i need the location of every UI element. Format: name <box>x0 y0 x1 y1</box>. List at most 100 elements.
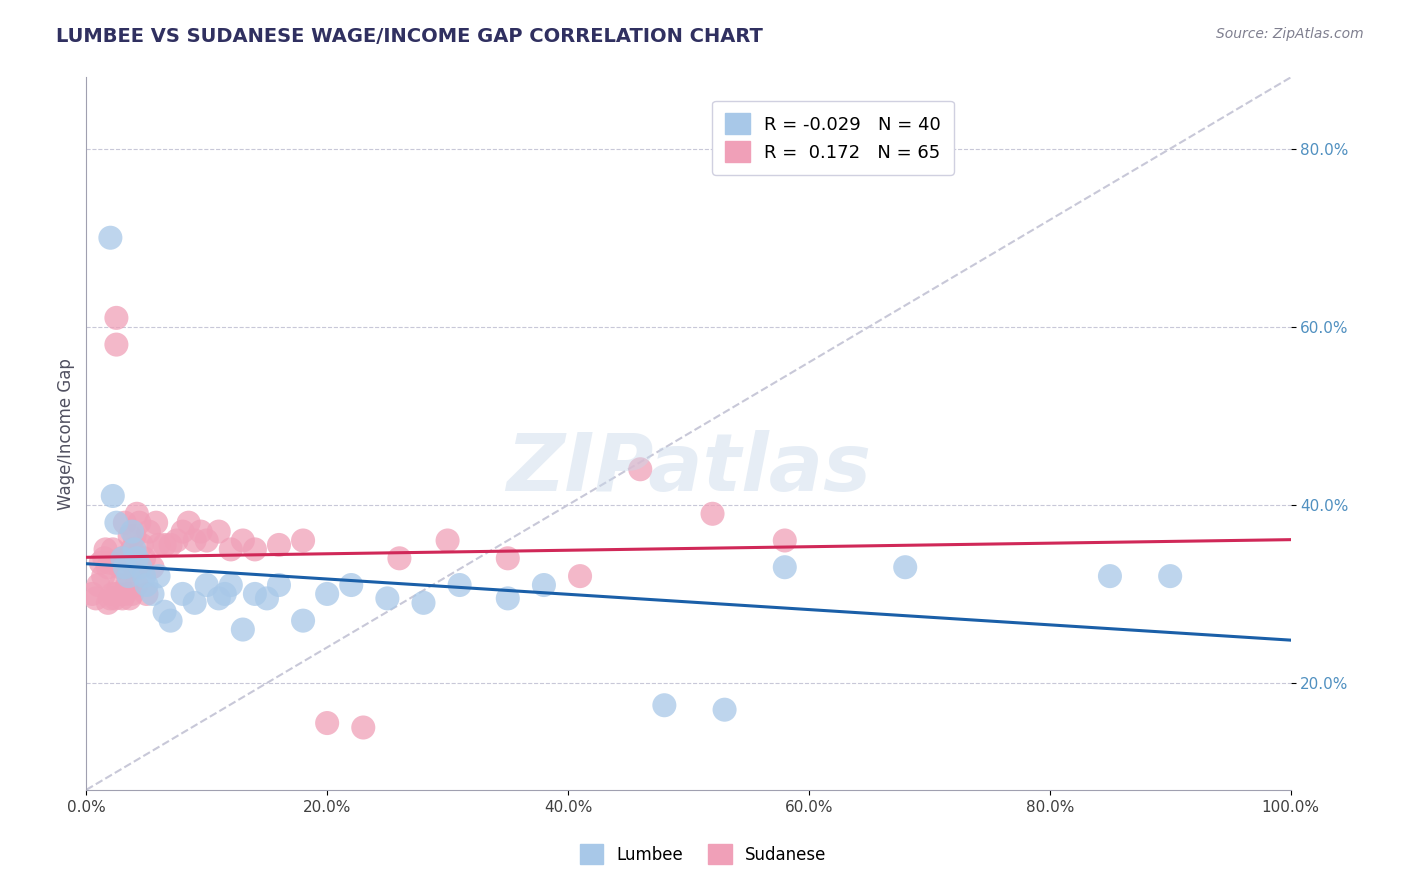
Point <box>87 578 110 592</box>
Point <box>117 569 139 583</box>
Point <box>773 560 796 574</box>
Point <box>100 591 122 606</box>
Point <box>533 578 555 592</box>
Point <box>105 516 128 530</box>
Point <box>316 587 339 601</box>
Point <box>153 605 176 619</box>
Point <box>449 578 471 592</box>
Point <box>108 560 131 574</box>
Point <box>267 538 290 552</box>
Point <box>208 591 231 606</box>
Point <box>219 578 242 592</box>
Point <box>121 587 143 601</box>
Point <box>128 516 150 530</box>
Point <box>436 533 458 548</box>
Point <box>97 560 120 574</box>
Point <box>131 538 153 552</box>
Text: ZIPatlas: ZIPatlas <box>506 430 870 508</box>
Y-axis label: Wage/Income Gap: Wage/Income Gap <box>58 358 75 509</box>
Point <box>713 703 735 717</box>
Point <box>141 587 163 601</box>
Point <box>129 560 152 574</box>
Text: LUMBEE VS SUDANESE WAGE/INCOME GAP CORRELATION CHART: LUMBEE VS SUDANESE WAGE/INCOME GAP CORRE… <box>56 27 763 45</box>
Point <box>100 556 122 570</box>
Point <box>114 560 136 574</box>
Point <box>496 591 519 606</box>
Point <box>654 698 676 713</box>
Point <box>412 596 434 610</box>
Point <box>108 578 131 592</box>
Point <box>377 591 399 606</box>
Point <box>214 587 236 601</box>
Point <box>115 578 138 592</box>
Point <box>101 489 124 503</box>
Point <box>114 587 136 601</box>
Point <box>388 551 411 566</box>
Point <box>105 337 128 351</box>
Point <box>82 587 104 601</box>
Point <box>91 569 114 583</box>
Point <box>97 596 120 610</box>
Point <box>125 507 148 521</box>
Point <box>496 551 519 566</box>
Point <box>101 542 124 557</box>
Point <box>148 538 170 552</box>
Point <box>145 516 167 530</box>
Point <box>190 524 212 539</box>
Point <box>153 538 176 552</box>
Point <box>114 516 136 530</box>
Text: Source: ZipAtlas.com: Source: ZipAtlas.com <box>1216 27 1364 41</box>
Point <box>135 587 157 601</box>
Point <box>135 578 157 592</box>
Point <box>124 542 146 557</box>
Legend: Lumbee, Sudanese: Lumbee, Sudanese <box>574 838 832 871</box>
Point <box>100 231 122 245</box>
Point <box>340 578 363 592</box>
Point <box>1098 569 1121 583</box>
Point <box>132 551 155 566</box>
Point <box>115 551 138 566</box>
Point <box>111 591 134 606</box>
Point <box>292 614 315 628</box>
Point <box>128 560 150 574</box>
Point <box>177 516 200 530</box>
Point <box>232 623 254 637</box>
Point <box>111 551 134 566</box>
Point <box>256 591 278 606</box>
Point <box>111 551 134 566</box>
Point <box>101 587 124 601</box>
Point <box>316 716 339 731</box>
Point <box>232 533 254 548</box>
Point <box>243 542 266 557</box>
Point <box>94 542 117 557</box>
Point <box>172 587 194 601</box>
Point <box>219 542 242 557</box>
Point <box>208 524 231 539</box>
Point <box>118 591 141 606</box>
Point <box>894 560 917 574</box>
Point <box>166 533 188 548</box>
Point <box>243 587 266 601</box>
Point <box>352 721 374 735</box>
Point <box>125 578 148 592</box>
Point <box>1159 569 1181 583</box>
Point <box>292 533 315 548</box>
Point <box>702 507 724 521</box>
Point <box>628 462 651 476</box>
Point <box>125 551 148 566</box>
Point <box>569 569 592 583</box>
Point <box>104 591 127 606</box>
Point <box>183 596 205 610</box>
Point <box>124 529 146 543</box>
Point <box>159 614 181 628</box>
Point <box>183 533 205 548</box>
Point <box>159 538 181 552</box>
Point <box>172 524 194 539</box>
Legend: R = -0.029   N = 40, R =  0.172   N = 65: R = -0.029 N = 40, R = 0.172 N = 65 <box>711 101 953 175</box>
Point <box>124 560 146 574</box>
Point <box>121 524 143 539</box>
Point <box>267 578 290 592</box>
Point <box>84 591 107 606</box>
Point <box>773 533 796 548</box>
Point <box>93 551 115 566</box>
